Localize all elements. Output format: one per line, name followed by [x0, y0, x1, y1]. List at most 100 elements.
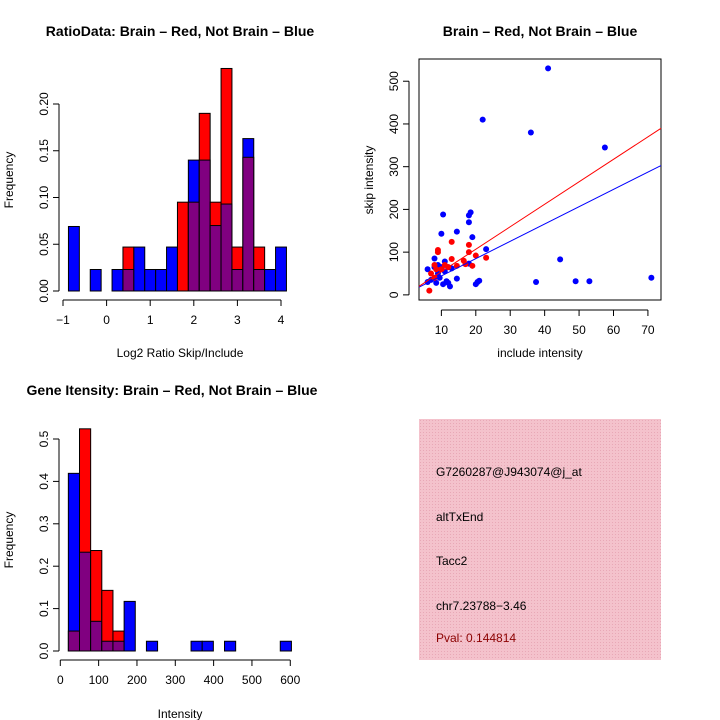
ratio-histogram-bar-overlap [209, 225, 222, 292]
scatter-point-brain [465, 241, 472, 248]
event-type: altTxEnd [436, 510, 483, 524]
ratio-histogram-y-tick-label: 0.15 [37, 139, 51, 163]
scatter-point-not-brain [572, 278, 579, 285]
scatter-point-not-brain [453, 275, 460, 282]
intensity-histogram-bar-overlap [90, 620, 103, 652]
intensity-histogram-bar-not-brain [201, 640, 214, 652]
scatter-point-brain [483, 254, 490, 261]
scatter-point-not-brain [433, 279, 440, 286]
fit-line-brain [418, 127, 662, 287]
ratio-histogram-bar-overlap [198, 159, 211, 292]
ratio-histogram-bar-overlap [187, 201, 200, 292]
scatter-plot-frame [418, 58, 662, 301]
scatter-point-not-brain [424, 266, 431, 273]
scatter-point-not-brain [533, 279, 540, 286]
scatter-y-tick-label: 0 [387, 291, 401, 298]
scatter-point-not-brain [453, 228, 460, 235]
scatter-x-tick-label: 70 [641, 323, 655, 337]
ratio-histogram-bar-not-brain [111, 268, 124, 292]
gene-name: Tacc2 [436, 554, 468, 568]
intensity-histogram-bar-not-brain [279, 640, 292, 652]
scatter-xlabel: include intensity [497, 346, 582, 360]
intensity-histogram-bar-overlap [67, 630, 81, 652]
p-value: Pval: 0.144814 [436, 631, 516, 645]
scatter-point-not-brain [431, 255, 438, 262]
scatter-point-not-brain [527, 129, 534, 136]
ratio-histogram-bar-not-brain [144, 268, 157, 292]
intensity-histogram-y-tick-label: 0.5 [37, 430, 51, 447]
scatter-point-brain [433, 266, 440, 273]
scatter-y-tick-label: 500 [387, 71, 401, 91]
ratio-histogram-x-tick-label: −1 [56, 313, 70, 327]
scatter-point-brain [469, 262, 476, 269]
scatter-y-tick-label: 100 [387, 242, 401, 262]
scatter-point-not-brain [438, 230, 445, 237]
intensity-histogram-x-tick-label: 100 [89, 673, 109, 687]
intensity-histogram-x-tick-label: 300 [165, 673, 185, 687]
intensity-histogram-bar-not-brain [145, 640, 159, 652]
intensity-histogram-xlabel: Intensity [158, 707, 203, 720]
scatter-x-tick-label: 50 [572, 323, 586, 337]
intensity-histogram-x-tick-label: 400 [204, 673, 224, 687]
ratio-histogram-bar-overlap [231, 268, 244, 292]
scatter-title: Brain – Red, Not Brain – Blue [443, 23, 638, 39]
scatter-point-not-brain [586, 278, 593, 285]
ratio-histogram-bar-overlap [122, 268, 135, 292]
scatter-point-brain [448, 255, 455, 262]
ratio-histogram-bar-brain [176, 201, 189, 292]
scatter-y-tick-label: 300 [387, 156, 401, 176]
intensity-histogram-y-tick-label: 0.0 [37, 642, 51, 659]
intensity-histogram-title: Gene Itensity: Brain – Red, Not Brain – … [27, 382, 318, 398]
scatter-point-not-brain [557, 256, 564, 263]
ratio-histogram-bar-not-brain [264, 268, 277, 292]
scatter-point-not-brain [545, 65, 552, 72]
intensity-histogram-bar-overlap [112, 640, 125, 652]
ratio-histogram-x-tick-label: 3 [234, 313, 241, 327]
scatter-point-not-brain [465, 219, 472, 226]
ratio-histogram-bar-not-brain [89, 268, 102, 292]
info-panel-background [419, 419, 661, 660]
ratio-histogram-bar-not-brain [155, 268, 168, 292]
ratio-histogram-y-tick-label: 0.05 [37, 232, 51, 256]
scatter-point-not-brain [476, 277, 483, 284]
scatter-point-brain [426, 287, 433, 294]
intensity-histogram-x-tick-label: 0 [57, 673, 64, 687]
scatter-point-not-brain [483, 246, 490, 253]
ratio-histogram-title: RatioData: Brain – Red, Not Brain – Blue [46, 23, 315, 39]
scatter-point-not-brain [467, 209, 474, 216]
ratio-histogram-y-tick-label: 0.20 [37, 92, 51, 116]
ratio-histogram-bar-not-brain [275, 246, 287, 292]
intensity-histogram-bar-overlap [79, 551, 92, 652]
ratio-histogram-x-tick-label: 1 [147, 313, 154, 327]
intensity-histogram-bar-overlap [101, 640, 114, 652]
ratio-histogram-bar-not-brain [166, 246, 178, 292]
intensity-histogram-bar-not-brain [123, 600, 136, 652]
scatter-point-brain [448, 238, 455, 245]
intensity-histogram-bar-not-brain [67, 472, 81, 652]
scatter-x-tick-label: 60 [607, 323, 621, 337]
ratio-histogram-y-tick-label: 0.00 [37, 279, 51, 303]
info-panel: G7260287@J943074@j_at altTxEnd Tacc2 chr… [419, 419, 661, 660]
ratio-histogram-xlabel: Log2 Ratio Skip/Include [117, 346, 244, 360]
ratio-histogram-ylabel: Frequency [2, 152, 16, 209]
scatter-point-not-brain [479, 116, 486, 123]
intensity-histogram-x-tick-label: 200 [127, 673, 147, 687]
scatter-x-tick-label: 10 [435, 323, 449, 337]
scatter-y-tick-label: 400 [387, 114, 401, 134]
intensity-histogram-bar-not-brain [224, 640, 237, 652]
scatter-point-brain [431, 274, 438, 281]
scatter-panel: Brain – Red, Not Brain – Blue include in… [362, 23, 662, 360]
ratio-histogram-x-tick-label: 0 [103, 313, 110, 327]
ratio-histogram-bar-overlap [242, 156, 255, 292]
fit-line-not-brain [418, 165, 662, 288]
ratio-histogram-bar-not-brain [133, 246, 146, 292]
scatter-x-tick-label: 30 [504, 323, 518, 337]
ratio-histogram-bar-overlap [253, 268, 266, 292]
intensity-histogram-y-tick-label: 0.3 [37, 515, 51, 532]
scatter-point-brain [441, 261, 448, 268]
scatter-point-not-brain [601, 144, 608, 151]
scatter-point-brain [428, 270, 435, 277]
intensity-histogram-panel: Gene Itensity: Brain – Red, Not Brain – … [2, 382, 318, 720]
